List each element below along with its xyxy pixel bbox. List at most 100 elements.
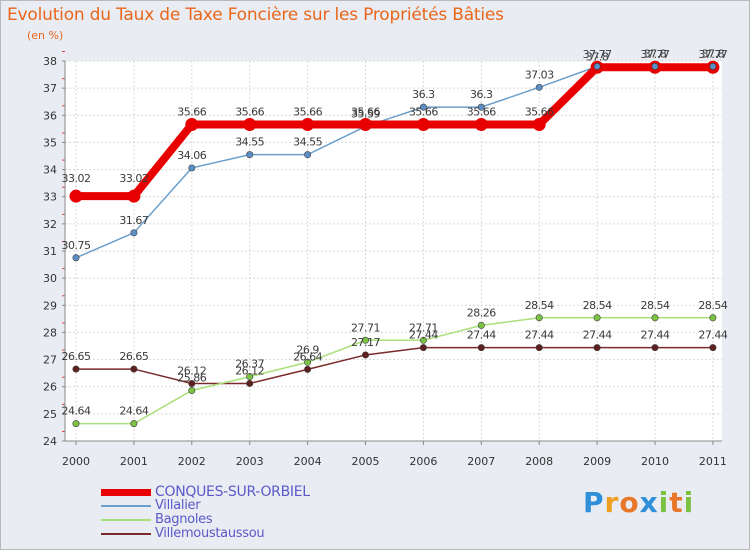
data-point	[419, 336, 427, 344]
data-point	[130, 365, 138, 373]
data-label: 37.77	[641, 48, 670, 61]
data-point	[477, 103, 485, 111]
legend-swatch-villemoustaussou	[101, 533, 151, 535]
data-label: 28.54	[641, 299, 670, 312]
data-point-main	[359, 118, 372, 132]
y-tick-label: 38	[43, 55, 57, 68]
x-tick-label: 2010	[641, 455, 669, 468]
y-axis-unit: (en %)	[27, 29, 64, 42]
line-chart: 24 25 26 27 28 29 30 31 32 33 34 35 36 37 38 2000 2001 20…	[43, 47, 728, 468]
y-tick-label: 27	[43, 354, 57, 367]
legend: CONQUES-SUR-ORBIEL Villalier Bagnoles Vi…	[101, 484, 421, 541]
data-point	[304, 365, 312, 373]
logo-letter: i	[658, 486, 670, 519]
data-point	[593, 344, 601, 352]
data-point	[651, 344, 659, 352]
data-label: 35.66	[235, 106, 264, 119]
x-tick-label: 2000	[62, 455, 90, 468]
data-point	[72, 365, 80, 373]
y-tick-label: 35	[43, 136, 57, 149]
legend-label-conques: CONQUES-SUR-ORBIEL	[155, 484, 310, 500]
legend-label-villalier: Villalier	[155, 498, 201, 513]
legend-item-villemoustaussou[interactable]: Villemoustaussou	[101, 526, 421, 541]
data-label: 30.75	[62, 239, 91, 252]
y-tick-label: 26	[43, 381, 57, 394]
data-label: 34.55	[235, 136, 264, 149]
data-label: 26.65	[62, 350, 91, 363]
data-label: 35.59	[351, 107, 380, 120]
x-tick-label: 2005	[352, 455, 380, 468]
data-label: 33.02	[119, 172, 148, 185]
data-point	[72, 254, 80, 262]
data-label: 27.44	[467, 329, 496, 342]
data-label: 24.64	[62, 405, 91, 418]
data-label: 26.9	[296, 343, 319, 356]
data-point	[304, 151, 312, 159]
data-label: 26.12	[177, 364, 206, 377]
data-point	[246, 373, 254, 381]
data-label: 37.8	[644, 47, 667, 60]
chart-title: Evolution du Taux de Taxe Foncière sur l…	[7, 5, 504, 25]
data-label: 37.77	[698, 48, 727, 61]
data-point-main	[532, 118, 546, 132]
x-tick-label: 2006	[409, 455, 437, 468]
legend-swatch-conques	[101, 489, 151, 496]
legend-item-villalier[interactable]: Villalier	[101, 498, 421, 513]
data-label: 37.03	[525, 68, 554, 81]
legend-swatch-villalier	[101, 505, 151, 507]
data-point	[419, 103, 427, 111]
data-point	[130, 229, 138, 237]
logo-letter: o	[619, 486, 640, 519]
data-point	[477, 321, 485, 329]
x-tick-label: 2001	[120, 455, 148, 468]
data-point	[246, 379, 254, 387]
data-label: 28.54	[583, 299, 612, 312]
data-label: 35.66	[409, 106, 438, 119]
data-label: 37.77	[583, 48, 612, 61]
x-tick-label: 2003	[236, 455, 264, 468]
data-label: 27.71	[351, 321, 380, 334]
data-label: 35.66	[525, 106, 554, 119]
data-label: 27.44	[409, 329, 438, 342]
data-point	[419, 344, 427, 352]
data-label: 34.06	[177, 149, 206, 162]
legend-item-bagnoles[interactable]: Bagnoles	[101, 512, 421, 527]
y-tick-label: 28	[43, 326, 57, 339]
legend-label-bagnoles: Bagnoles	[155, 512, 213, 527]
data-point	[188, 387, 196, 395]
data-point	[188, 379, 196, 387]
data-label: 35.66	[177, 106, 206, 119]
series-line-3	[76, 346, 713, 385]
logo-letter: P	[583, 486, 605, 519]
data-label: 37.8	[702, 47, 725, 60]
data-label: 27.44	[641, 329, 670, 342]
legend-label-villemoustaussou: Villemoustaussou	[155, 526, 265, 541]
x-tick-label: 2007	[467, 455, 495, 468]
data-label: 27.17	[351, 336, 380, 349]
data-point	[651, 314, 659, 322]
data-label: 34.55	[293, 136, 322, 149]
y-tick-label: 33	[43, 191, 57, 204]
data-point	[593, 314, 601, 322]
data-label: 31.67	[119, 214, 148, 227]
data-point	[130, 420, 138, 428]
data-label: 26.65	[119, 350, 148, 363]
data-point-main	[301, 118, 315, 132]
y-tick-label: 37	[43, 82, 57, 95]
data-label: 27.71	[409, 321, 438, 334]
data-point	[535, 314, 543, 322]
data-label: 35.66	[467, 106, 496, 119]
y-tick-label: 34	[43, 164, 57, 177]
logo-letter: r	[604, 486, 620, 519]
y-tick-label: 31	[43, 245, 57, 258]
data-label: 36.3	[412, 88, 435, 101]
y-tick-label: 25	[43, 408, 57, 421]
data-label: 27.44	[583, 329, 612, 342]
data-point-main	[474, 118, 488, 132]
logo-letter: i	[683, 486, 695, 519]
data-point	[361, 351, 369, 359]
data-point	[709, 344, 717, 352]
legend-item-conques[interactable]: CONQUES-SUR-ORBIEL	[101, 484, 421, 500]
data-point	[188, 164, 196, 172]
